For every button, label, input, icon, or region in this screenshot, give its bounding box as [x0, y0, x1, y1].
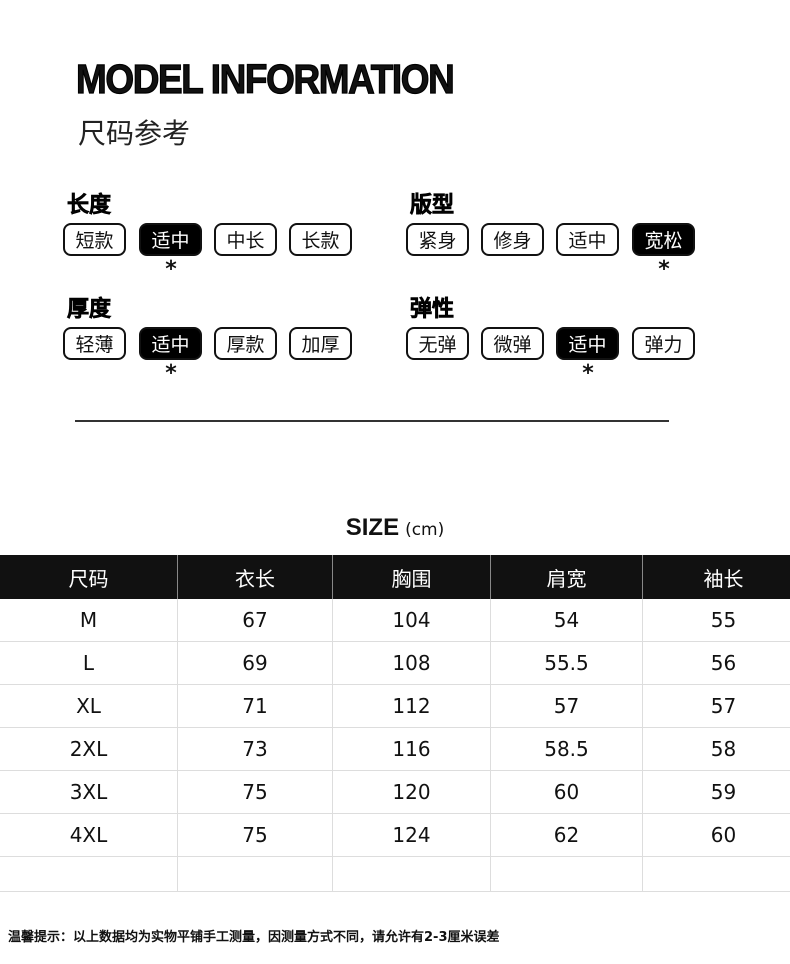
column-header: 胸围 — [332, 555, 491, 599]
column-header: 衣长 — [177, 555, 333, 599]
size-table: 尺码 衣长 胸围 肩宽 袖长 M 67 104 54 55 L 69 108 55.5 56 XL 71 112 5… — [0, 555, 790, 892]
selected-star: * — [582, 361, 594, 386]
table-cell: 56 — [642, 641, 790, 685]
option-tag: 适中 — [556, 223, 619, 256]
selected-star: * — [165, 257, 177, 282]
table-cell: XL — [0, 684, 178, 728]
table-cell: 120 — [332, 770, 491, 814]
column-header: 尺码 — [0, 555, 178, 599]
column-header: 肩宽 — [490, 555, 643, 599]
table-row: L 69 108 55.5 56 — [0, 641, 790, 685]
group-label: 版型 — [410, 193, 455, 219]
table-cell: 57 — [490, 684, 643, 728]
table-cell: 58.5 — [490, 727, 643, 771]
subtitle: 尺码参考 — [78, 117, 191, 150]
table-cell: 75 — [177, 770, 333, 814]
table-cell — [642, 856, 790, 892]
option-tag: 适中 — [556, 327, 619, 360]
size-title: SIZE — [345, 514, 400, 541]
table-cell: 55.5 — [490, 641, 643, 685]
option-tag: 宽松 — [632, 223, 695, 256]
table-cell: 57 — [642, 684, 790, 728]
table-cell: 71 — [177, 684, 333, 728]
option-tag: 长款 — [289, 223, 352, 256]
selected-star: * — [658, 257, 670, 282]
table-row: 3XL 75 120 60 59 — [0, 770, 790, 814]
table-row: 2XL 73 116 58.5 58 — [0, 727, 790, 771]
title: MODEL INFORMATION — [75, 55, 455, 102]
table-cell: 55 — [642, 599, 790, 642]
option-tag: 紧身 — [406, 223, 469, 256]
size-heading: SIZE (cm) — [0, 514, 790, 542]
table-cell: 112 — [332, 684, 491, 728]
table-cell: 75 — [177, 813, 333, 857]
table-cell: 73 — [177, 727, 333, 771]
table-cell: 60 — [642, 813, 790, 857]
table-row: M 67 104 54 55 — [0, 599, 790, 642]
table-cell: M — [0, 599, 178, 642]
table-row: XL 71 112 57 57 — [0, 684, 790, 728]
divider — [75, 420, 669, 422]
option-tag: 适中 — [139, 223, 202, 256]
table-cell — [332, 856, 491, 892]
note: 温馨提示：以上数据均为实物平铺手工测量，因测量方式不同，请允许有2-3厘米误差 — [8, 930, 500, 945]
column-header: 袖长 — [642, 555, 790, 599]
table-row: 4XL 75 124 62 60 — [0, 813, 790, 857]
table-cell: 3XL — [0, 770, 178, 814]
table-cell: 4XL — [0, 813, 178, 857]
table-cell: 124 — [332, 813, 491, 857]
group-label: 厚度 — [67, 297, 112, 323]
group-label: 弹性 — [410, 297, 455, 323]
table-cell: 2XL — [0, 727, 178, 771]
option-tag: 轻薄 — [63, 327, 126, 360]
option-tag: 中长 — [214, 223, 277, 256]
size-unit: (cm) — [405, 520, 445, 540]
table-cell — [490, 856, 643, 892]
option-tag: 厚款 — [214, 327, 277, 360]
table-cell — [0, 856, 178, 892]
option-tag: 无弹 — [406, 327, 469, 360]
group-label: 长度 — [67, 193, 112, 219]
table-cell: 116 — [332, 727, 491, 771]
table-cell: 58 — [642, 727, 790, 771]
option-tag: 修身 — [481, 223, 544, 256]
table-cell — [177, 856, 333, 892]
table-cell: L — [0, 641, 178, 685]
table-cell: 67 — [177, 599, 333, 642]
table-cell: 62 — [490, 813, 643, 857]
table-cell: 60 — [490, 770, 643, 814]
option-tag: 加厚 — [289, 327, 352, 360]
table-cell: 59 — [642, 770, 790, 814]
option-tag: 适中 — [139, 327, 202, 360]
option-tag: 弹力 — [632, 327, 695, 360]
table-cell: 108 — [332, 641, 491, 685]
empty-row — [0, 856, 790, 892]
selected-star: * — [165, 361, 177, 386]
table-cell: 69 — [177, 641, 333, 685]
table-cell: 54 — [490, 599, 643, 642]
option-tag: 短款 — [63, 223, 126, 256]
table-cell: 104 — [332, 599, 491, 642]
option-tag: 微弹 — [481, 327, 544, 360]
